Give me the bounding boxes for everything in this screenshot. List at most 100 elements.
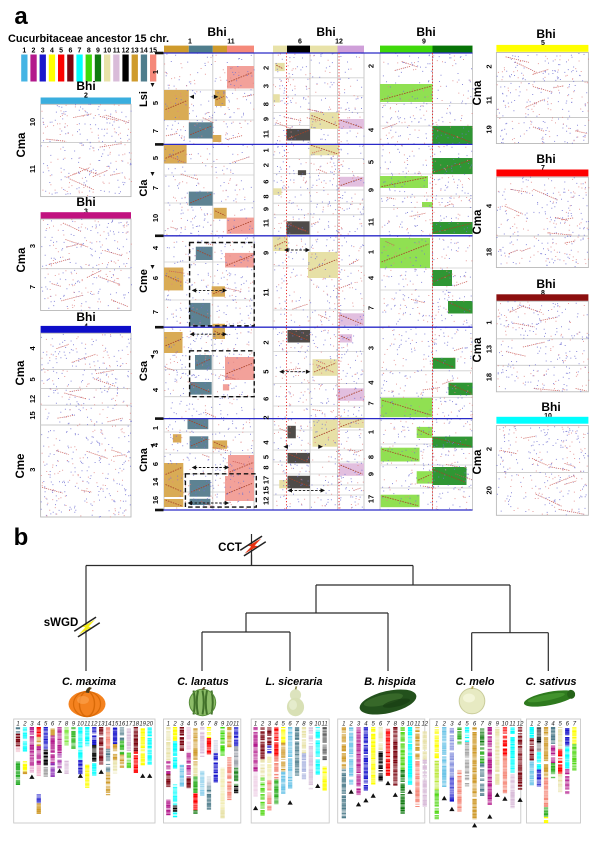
svg-text:8: 8 — [87, 48, 91, 55]
svg-text:9: 9 — [401, 722, 405, 728]
svg-text:Cma: Cma — [16, 132, 28, 158]
svg-text:9: 9 — [262, 207, 271, 211]
svg-text:Bhi: Bhi — [207, 25, 226, 39]
svg-text:10: 10 — [407, 722, 414, 728]
svg-text:8: 8 — [394, 722, 398, 728]
svg-text:Bhi: Bhi — [76, 195, 95, 209]
svg-text:4: 4 — [151, 245, 160, 250]
svg-text:4: 4 — [485, 203, 494, 208]
svg-text:Cma: Cma — [472, 209, 484, 235]
svg-text:17: 17 — [367, 495, 376, 503]
svg-text:6: 6 — [201, 722, 205, 728]
svg-text:8: 8 — [65, 722, 69, 728]
svg-text:2: 2 — [262, 163, 271, 167]
svg-text:3: 3 — [544, 722, 548, 728]
svg-text:7: 7 — [386, 722, 390, 728]
svg-text:5: 5 — [28, 377, 37, 381]
svg-text:6: 6 — [473, 722, 477, 728]
svg-text:1: 1 — [16, 722, 19, 728]
svg-text:4: 4 — [187, 722, 191, 728]
svg-text:C. lanatus: C. lanatus — [177, 676, 229, 688]
svg-text:9: 9 — [72, 722, 76, 728]
svg-text:5: 5 — [151, 156, 160, 160]
svg-text:3: 3 — [180, 722, 184, 728]
svg-text:7: 7 — [207, 722, 211, 728]
svg-text:15: 15 — [262, 486, 271, 494]
svg-text:7: 7 — [28, 285, 37, 289]
svg-text:2: 2 — [262, 340, 271, 344]
svg-text:7: 7 — [151, 186, 160, 190]
svg-text:Cma: Cma — [16, 247, 28, 273]
svg-text:15: 15 — [149, 48, 157, 55]
svg-text:2: 2 — [367, 64, 376, 68]
svg-text:1: 1 — [151, 70, 160, 74]
svg-text:17: 17 — [126, 722, 133, 728]
svg-text:Bhi: Bhi — [316, 25, 335, 39]
svg-text:11: 11 — [262, 130, 271, 138]
svg-text:2: 2 — [262, 415, 271, 419]
svg-text:Bhi: Bhi — [536, 152, 555, 166]
svg-text:4: 4 — [151, 442, 160, 447]
svg-text:18: 18 — [485, 373, 494, 381]
svg-text:5: 5 — [59, 48, 63, 55]
svg-text:7: 7 — [573, 722, 577, 728]
svg-text:18: 18 — [132, 722, 139, 728]
svg-text:1: 1 — [485, 321, 494, 325]
svg-text:Cla: Cla — [138, 179, 150, 197]
svg-text:12: 12 — [262, 497, 271, 505]
svg-text:Bhi: Bhi — [76, 79, 95, 93]
svg-text:1: 1 — [367, 430, 376, 434]
svg-text:12: 12 — [335, 39, 343, 46]
svg-text:4: 4 — [551, 722, 555, 728]
svg-text:9: 9 — [221, 722, 225, 728]
svg-text:10: 10 — [151, 214, 160, 222]
svg-text:4: 4 — [367, 380, 376, 385]
svg-text:1: 1 — [435, 722, 438, 728]
svg-text:5: 5 — [282, 722, 286, 728]
svg-text:9: 9 — [309, 722, 313, 728]
svg-text:5: 5 — [44, 722, 48, 728]
svg-text:6: 6 — [51, 722, 55, 728]
svg-text:4: 4 — [151, 387, 160, 392]
svg-text:C. melo: C. melo — [456, 676, 495, 688]
svg-text:11: 11 — [84, 722, 90, 728]
svg-text:10: 10 — [77, 722, 84, 728]
svg-text:12: 12 — [91, 722, 98, 728]
svg-text:a: a — [14, 3, 28, 30]
svg-text:19: 19 — [485, 125, 494, 133]
svg-text:9: 9 — [422, 39, 426, 46]
svg-text:1: 1 — [254, 722, 257, 728]
svg-text:13: 13 — [98, 722, 105, 728]
svg-text:Bhi: Bhi — [76, 310, 95, 324]
svg-text:Bhi: Bhi — [536, 277, 555, 291]
svg-text:Bhi: Bhi — [416, 25, 435, 39]
svg-text:11: 11 — [262, 289, 271, 297]
svg-text:10: 10 — [226, 722, 233, 728]
svg-text:Cma: Cma — [472, 80, 484, 106]
svg-text:10: 10 — [314, 722, 321, 728]
svg-text:9: 9 — [96, 48, 100, 55]
svg-text:1: 1 — [22, 48, 26, 55]
svg-text:5: 5 — [262, 455, 271, 459]
svg-text:3: 3 — [450, 722, 454, 728]
svg-text:5: 5 — [541, 40, 545, 47]
svg-text:9: 9 — [496, 722, 500, 728]
svg-text:Cma: Cma — [138, 447, 150, 472]
svg-text:6: 6 — [262, 180, 271, 184]
svg-text:9: 9 — [367, 188, 376, 192]
svg-text:6: 6 — [566, 722, 570, 728]
svg-text:3: 3 — [28, 244, 37, 248]
svg-text:4: 4 — [367, 127, 376, 132]
svg-text:7: 7 — [295, 722, 299, 728]
svg-text:9: 9 — [262, 117, 271, 121]
svg-text:7: 7 — [541, 165, 545, 172]
svg-text:2: 2 — [260, 722, 265, 728]
svg-text:11: 11 — [414, 722, 420, 728]
svg-text:7: 7 — [367, 401, 376, 405]
svg-text:16: 16 — [119, 722, 126, 728]
svg-text:14: 14 — [105, 722, 112, 728]
svg-text:12: 12 — [421, 722, 428, 728]
svg-text:15: 15 — [112, 722, 119, 728]
svg-text:18: 18 — [485, 248, 494, 256]
svg-text:3: 3 — [268, 722, 272, 728]
